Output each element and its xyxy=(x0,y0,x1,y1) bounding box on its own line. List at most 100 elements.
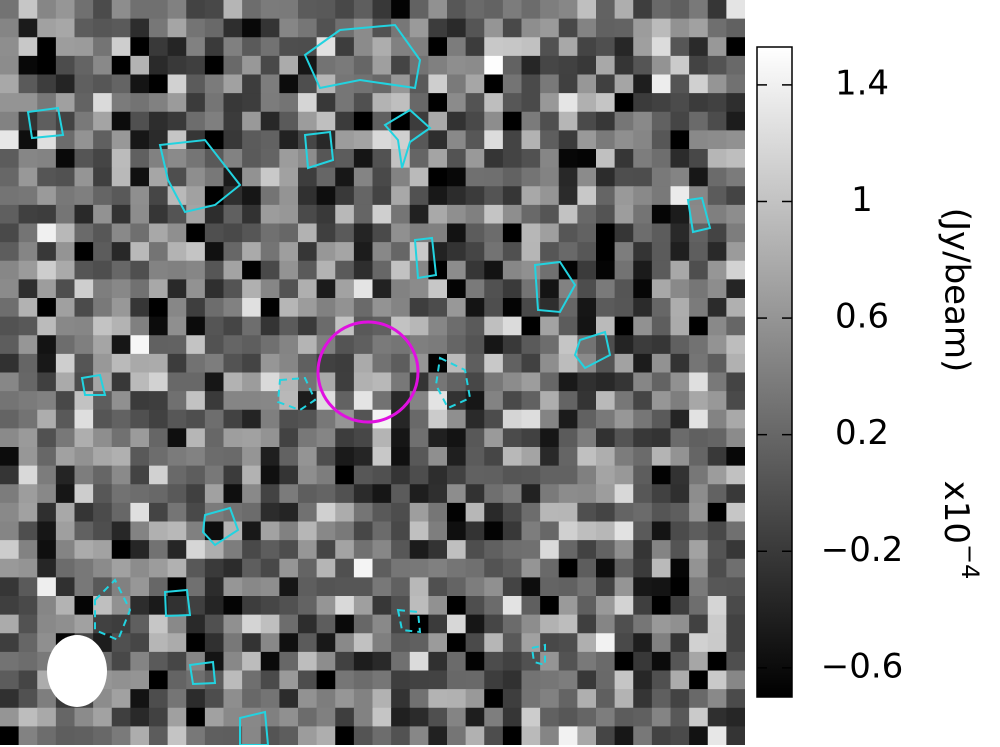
pixel xyxy=(670,242,690,262)
pixel xyxy=(130,502,150,522)
pixel xyxy=(614,279,634,299)
pixel xyxy=(484,391,504,411)
pixel xyxy=(316,502,336,522)
pixel xyxy=(502,279,522,299)
pixel xyxy=(167,0,187,20)
pixel xyxy=(149,707,169,727)
pixel xyxy=(428,372,448,392)
pixel xyxy=(651,577,671,597)
pixel xyxy=(651,540,671,560)
pixel xyxy=(540,260,560,280)
pixel xyxy=(111,0,131,20)
pixel xyxy=(726,596,745,616)
pixel xyxy=(298,279,318,299)
pixel xyxy=(558,167,578,187)
pixel xyxy=(502,93,522,113)
pixel xyxy=(428,502,448,522)
pixel xyxy=(707,18,727,38)
pixel xyxy=(37,540,57,560)
pixel xyxy=(55,260,75,280)
pixel xyxy=(651,428,671,448)
pixel xyxy=(260,55,280,75)
pixel xyxy=(577,707,597,727)
pixel xyxy=(149,689,169,709)
pixel xyxy=(689,726,709,745)
pixel xyxy=(726,93,745,113)
pixel xyxy=(521,670,541,690)
pixel xyxy=(167,428,187,448)
pixel xyxy=(111,391,131,411)
pixel xyxy=(577,502,597,522)
pixel xyxy=(149,465,169,485)
pixel xyxy=(316,484,336,504)
pixel xyxy=(670,353,690,373)
pixel xyxy=(111,502,131,522)
pixel xyxy=(465,428,485,448)
pixel xyxy=(37,577,57,597)
pixel xyxy=(18,93,38,113)
pixel xyxy=(335,167,355,187)
pixel xyxy=(260,484,280,504)
pixel xyxy=(521,502,541,522)
pixel xyxy=(558,596,578,616)
pixel xyxy=(167,37,187,57)
pixel xyxy=(614,204,634,224)
pixel xyxy=(242,447,262,467)
pixel xyxy=(93,409,113,429)
pixel xyxy=(186,316,206,336)
pixel xyxy=(111,447,131,467)
pixel xyxy=(465,186,485,206)
pixel xyxy=(223,447,243,467)
pixel xyxy=(93,74,113,94)
pixel xyxy=(447,223,467,243)
pixel xyxy=(633,186,653,206)
pixel xyxy=(279,651,299,671)
pixel xyxy=(391,18,411,38)
pixel xyxy=(633,279,653,299)
pixel xyxy=(353,298,373,318)
pixel xyxy=(18,689,38,709)
pixel xyxy=(447,726,467,745)
pixel xyxy=(558,223,578,243)
pixel xyxy=(55,316,75,336)
pixel xyxy=(111,670,131,690)
pixel xyxy=(204,726,224,745)
pixel xyxy=(0,260,20,280)
pixel xyxy=(242,391,262,411)
pixel xyxy=(596,577,616,597)
pixel xyxy=(242,465,262,485)
pixel xyxy=(298,502,318,522)
pixel xyxy=(614,130,634,150)
pixel xyxy=(465,353,485,373)
pixel xyxy=(130,55,150,75)
pixel xyxy=(633,651,653,671)
pixel xyxy=(130,149,150,169)
pixel xyxy=(484,633,504,653)
pixel xyxy=(502,298,522,318)
pixel xyxy=(614,484,634,504)
pixel xyxy=(111,242,131,262)
pixel xyxy=(447,111,467,131)
pixel xyxy=(316,596,336,616)
pixel xyxy=(372,260,392,280)
pixel xyxy=(540,465,560,485)
pixel xyxy=(353,428,373,448)
pixel xyxy=(298,726,318,745)
pixel xyxy=(521,55,541,75)
pixel xyxy=(614,558,634,578)
pixel xyxy=(670,651,690,671)
pixel xyxy=(484,689,504,709)
pixel xyxy=(167,316,187,336)
pixel xyxy=(55,596,75,616)
pixel xyxy=(353,689,373,709)
pixel xyxy=(521,689,541,709)
pixel xyxy=(484,596,504,616)
pixel xyxy=(335,335,355,355)
pixel xyxy=(633,614,653,634)
pixel xyxy=(55,372,75,392)
pixel xyxy=(130,577,150,597)
pixel xyxy=(502,726,522,745)
pixel xyxy=(726,37,745,57)
pixel xyxy=(707,186,727,206)
pixel xyxy=(130,447,150,467)
